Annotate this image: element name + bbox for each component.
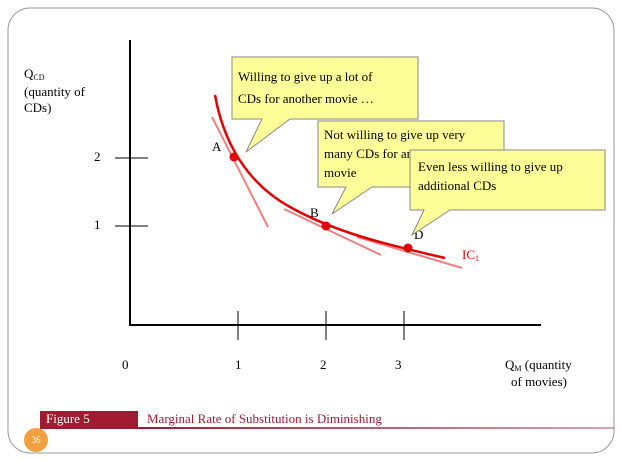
slide-frame — [7, 7, 615, 454]
callout-text: Not willing to give up very — [324, 127, 466, 142]
figure-number: Figure 5 — [46, 411, 90, 426]
point — [229, 152, 239, 162]
point — [321, 221, 331, 231]
x-axis-label: QM (quantity — [505, 357, 572, 373]
indifference-curve — [213, 94, 446, 260]
callout-text: CDs for another movie … — [238, 91, 374, 106]
figure-badge — [40, 411, 138, 429]
callout-text: movie — [324, 165, 357, 180]
curve-label: IC1 — [462, 247, 479, 263]
point — [403, 243, 413, 253]
point-label: A — [212, 139, 222, 154]
x-tick-label: 2 — [320, 357, 327, 372]
caption-rule — [138, 427, 614, 429]
x-tick-label: 1 — [235, 357, 242, 372]
x-axis-label: of movies) — [511, 374, 567, 389]
y-axis-label: (quantity of — [24, 84, 86, 99]
slide-number: 36 — [32, 435, 42, 445]
x-tick-label: 3 — [395, 357, 402, 372]
figure-caption: Marginal Rate of Substitution is Diminis… — [147, 411, 382, 426]
point-label: D — [414, 227, 423, 242]
callout-text: additional CDs — [418, 178, 496, 193]
callout-text: Willing to give up a lot of — [238, 69, 373, 84]
point-label: B — [310, 205, 319, 220]
y-axis-label: QCD — [24, 66, 45, 82]
slide-number-badge — [24, 428, 48, 452]
tangent-line — [283, 208, 382, 256]
y-tick-label: 2 — [94, 149, 101, 164]
y-tick-label: 1 — [94, 217, 101, 232]
tangent-line — [211, 116, 269, 228]
callout-text: Even less willing to give up — [418, 159, 563, 174]
x-tick-label: 0 — [122, 357, 129, 372]
y-axis-label: CDs) — [24, 100, 51, 115]
tangent-line — [356, 236, 463, 269]
callout — [409, 149, 606, 237]
callout — [231, 56, 419, 153]
